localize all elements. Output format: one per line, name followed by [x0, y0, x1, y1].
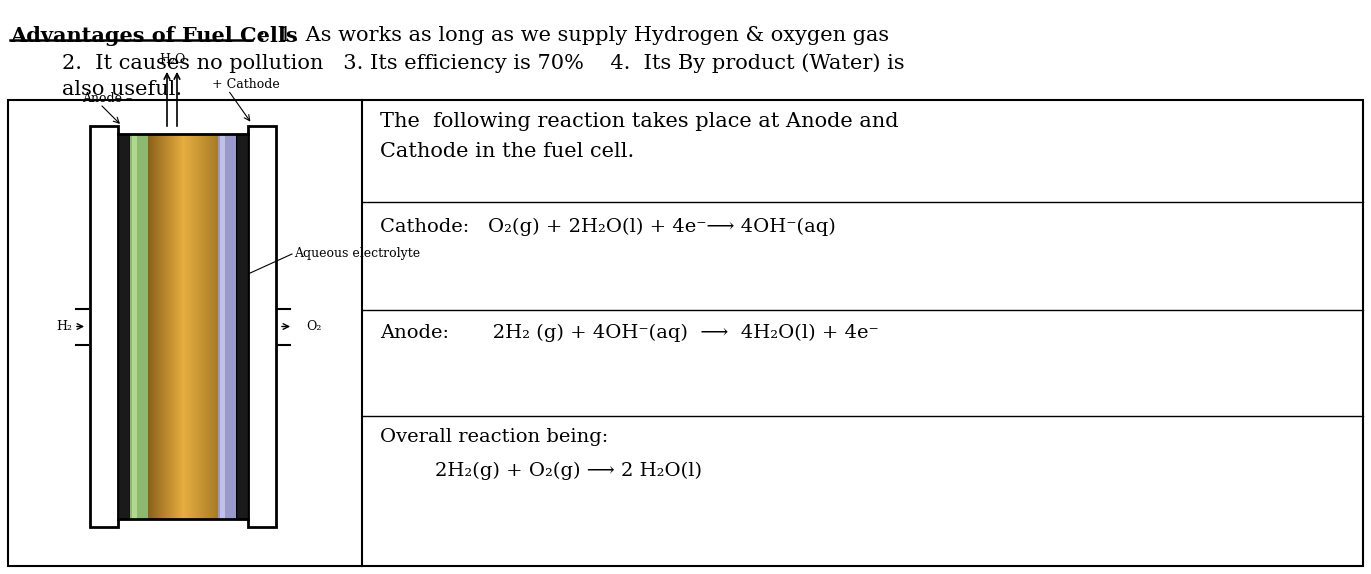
- Text: H₂O: H₂O: [159, 53, 185, 66]
- Bar: [132, 134, 137, 519]
- Text: Advantages of Fuel Cells: Advantages of Fuel Cells: [10, 26, 298, 46]
- Bar: [248, 126, 276, 527]
- Bar: [236, 134, 248, 519]
- Text: :  1. As works as long as we supply Hydrogen & oxygen gas: : 1. As works as long as we supply Hydro…: [252, 26, 890, 45]
- Text: 2.  It causes no pollution   3. Its efficiency is 70%    4.  Its By product (Wat: 2. It causes no pollution 3. Its efficie…: [62, 53, 905, 73]
- Text: Anode:       2H₂ (g) + 4OH⁻(aq)  ⟶  4H₂O(l) + 4e⁻: Anode: 2H₂ (g) + 4OH⁻(aq) ⟶ 4H₂O(l) + 4e…: [380, 324, 879, 342]
- Text: Overall reaction being:: Overall reaction being:: [380, 428, 609, 446]
- Text: Anode –: Anode –: [82, 91, 132, 104]
- Text: Aqueous electrolyte: Aqueous electrolyte: [293, 247, 420, 261]
- Text: O₂: O₂: [306, 320, 321, 333]
- Text: Cathode in the fuel cell.: Cathode in the fuel cell.: [380, 142, 635, 161]
- Text: 2H₂(g) + O₂(g) ⟶ 2 H₂O(l): 2H₂(g) + O₂(g) ⟶ 2 H₂O(l): [435, 462, 702, 480]
- Text: + Cathode: + Cathode: [213, 77, 280, 91]
- Bar: [130, 134, 148, 519]
- Bar: [219, 134, 225, 519]
- Bar: [118, 134, 130, 519]
- Bar: [8, 100, 1363, 566]
- Text: The  following reaction takes place at Anode and: The following reaction takes place at An…: [380, 112, 898, 131]
- Text: Cathode:   O₂(g) + 2H₂O(l) + 4e⁻⟶ 4OH⁻(aq): Cathode: O₂(g) + 2H₂O(l) + 4e⁻⟶ 4OH⁻(aq): [380, 218, 836, 236]
- Bar: [90, 126, 118, 527]
- Text: also useful.: also useful.: [62, 80, 182, 99]
- Text: H₂: H₂: [56, 320, 73, 333]
- Bar: [218, 134, 236, 519]
